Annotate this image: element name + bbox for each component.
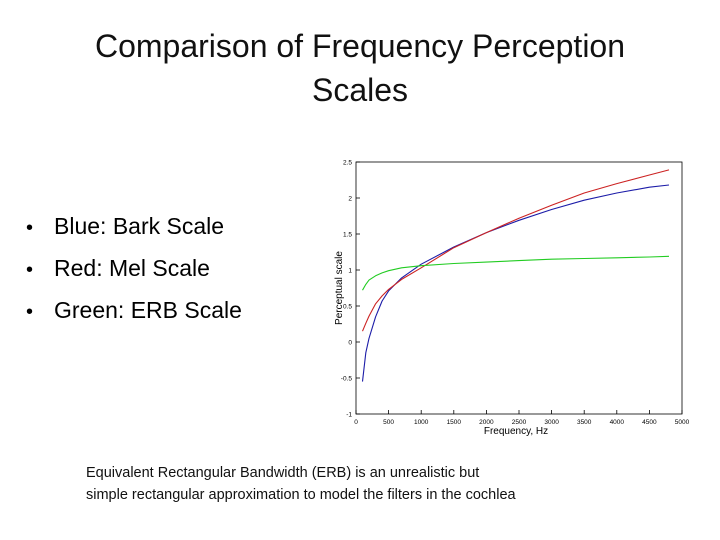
bullet-text: Blue: Bark Scale xyxy=(54,213,225,239)
series-lines xyxy=(361,169,670,382)
x-tick-label: 5000 xyxy=(675,419,690,426)
mel-series-line xyxy=(361,169,670,332)
x-tick-label: 0 xyxy=(354,419,358,426)
x-tick-label: 2500 xyxy=(512,419,527,426)
bullet-dot-icon: • xyxy=(26,301,34,323)
bullet-item-bark: • Blue: Bark Scale xyxy=(26,206,242,248)
x-tick-label: 1500 xyxy=(447,419,462,426)
slide-title: Comparison of Frequency Perception Scale… xyxy=(60,24,660,112)
y-tick-label: 2 xyxy=(348,196,352,203)
y-tick-label: 0.5 xyxy=(343,304,352,311)
bullet-item-mel: • Red: Mel Scale xyxy=(26,248,242,290)
title-line-2: Scales xyxy=(311,72,409,108)
bullet-list: • Blue: Bark Scale • Red: Mel Scale • Gr… xyxy=(26,206,242,332)
x-tick-label: 3000 xyxy=(544,419,559,426)
x-tick-label: 1000 xyxy=(414,419,429,426)
y-axis-label: Perceptual scale xyxy=(334,251,345,325)
y-tick-label: 2.5 xyxy=(343,160,352,167)
x-tick-label: 4000 xyxy=(610,419,625,426)
x-tick-label: 4500 xyxy=(642,419,657,426)
y-tick-label: -0.5 xyxy=(341,376,353,383)
caption: Equivalent Rectangular Bandwidth (ERB) i… xyxy=(86,462,646,506)
bullet-text: Green: ERB Scale xyxy=(54,297,242,323)
scale-comparison-chart: -1 -0.5 0 0.5 1 1.5 2 2.5 0 500 1000 1500 2000 2500 3… xyxy=(334,160,690,438)
bark-series-line xyxy=(361,184,670,382)
x-tick-label: 500 xyxy=(383,419,394,426)
caption-line-1: Equivalent Rectangular Bandwidth (ERB) i… xyxy=(86,465,480,481)
x-tick-label: 2000 xyxy=(479,419,494,426)
x-tick-label: 3500 xyxy=(577,419,592,426)
bullet-item-erb: • Green: ERB Scale xyxy=(26,290,242,332)
bullet-text: Red: Mel Scale xyxy=(54,255,210,281)
title-line-1: Comparison of Frequency Perception xyxy=(94,28,626,64)
bullet-dot-icon: • xyxy=(26,217,34,239)
caption-line-2: simple rectangular approximation to mode… xyxy=(86,487,516,503)
bullet-dot-icon: • xyxy=(26,259,34,281)
x-axis-label: Frequency, Hz xyxy=(484,426,548,437)
y-tick-label: 0 xyxy=(348,340,352,347)
erb-series-line xyxy=(362,255,670,291)
plot-area xyxy=(355,161,683,415)
y-tick-label: 1.5 xyxy=(343,232,352,239)
y-tick-label: 1 xyxy=(348,268,352,275)
y-tick-label: -1 xyxy=(346,412,352,419)
x-axis-ticks: 0 500 1000 1500 2000 2500 3000 3500 4000 4500 5000 xyxy=(354,410,690,426)
y-axis-ticks: -1 -0.5 0 0.5 1 1.5 2 2.5 xyxy=(341,160,360,419)
